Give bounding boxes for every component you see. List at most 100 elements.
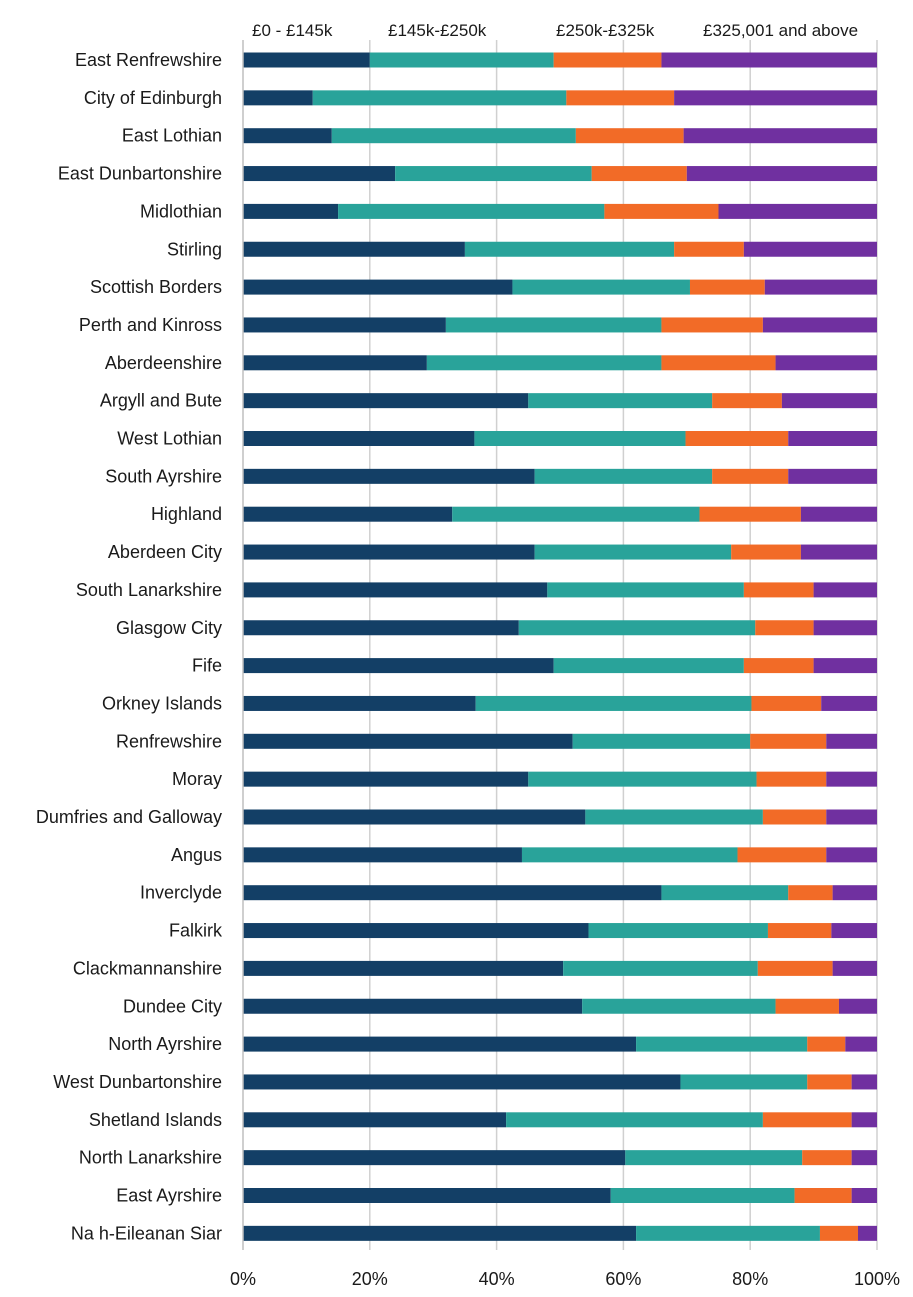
bar-segment (243, 1225, 637, 1241)
category-label: Glasgow City (116, 618, 222, 638)
category-label: Highland (151, 504, 222, 524)
bar-segment (243, 90, 313, 106)
bar-segment (661, 52, 877, 68)
bar-segment (566, 90, 675, 106)
category-label: South Lanarkshire (76, 580, 222, 600)
bar-segment (800, 544, 877, 560)
bar-segment (788, 468, 877, 484)
bar-segment (831, 923, 877, 939)
bars (243, 52, 877, 1241)
x-tick-label: 20% (352, 1269, 388, 1289)
bar-segment (312, 90, 567, 106)
bar-segment (813, 582, 877, 598)
bar-segment (802, 1150, 852, 1166)
bar-segment (243, 1074, 681, 1090)
category-label: Perth and Kinross (79, 315, 222, 335)
bar-segment (243, 809, 586, 825)
bar-segment (518, 620, 756, 636)
bar-segment (445, 317, 662, 333)
bar-segment (636, 1225, 820, 1241)
bar-segment (807, 1074, 852, 1090)
x-tick-labels: 0% 20% 40% 60% 80% 100% (230, 1269, 900, 1289)
category-label: City of Edinburgh (84, 88, 222, 108)
category-label: East Dunbartonshire (58, 164, 222, 184)
category-label: Fife (192, 656, 222, 676)
bar-segment (521, 847, 738, 863)
bar-segment (743, 241, 877, 257)
category-label: East Ayrshire (116, 1186, 222, 1206)
bar-segment (661, 317, 763, 333)
category-label: Dumfries and Galloway (36, 807, 222, 827)
bar-segment (794, 1188, 852, 1203)
bar-segment (712, 393, 782, 409)
bar-segment (832, 885, 877, 901)
bar-segment (331, 128, 576, 144)
bar-segment (685, 431, 789, 446)
bar-segment (743, 582, 814, 598)
bar-segment (800, 506, 877, 522)
bar-segment (686, 166, 877, 182)
bar-segment (243, 960, 564, 976)
bar-segment (243, 733, 573, 749)
bar-segment (807, 1036, 846, 1052)
bar-segment (689, 279, 765, 295)
bar-segment (547, 582, 744, 598)
bar-segment (243, 506, 453, 522)
bar-segment (243, 52, 370, 68)
bar-segment (756, 771, 827, 787)
bar-segment (819, 1225, 858, 1241)
bar-segment (838, 998, 877, 1014)
bar-segment (718, 203, 877, 219)
bar-segment (699, 506, 801, 522)
bar-segment (826, 733, 877, 749)
bar-segment (851, 1112, 877, 1128)
bar-segment (826, 771, 877, 787)
bar-segment (851, 1074, 877, 1090)
bar-segment (528, 393, 713, 409)
bar-segment (426, 355, 662, 371)
category-label: Dundee City (123, 996, 222, 1016)
bar-segment (813, 620, 877, 636)
bar-segment (832, 960, 877, 976)
x-tick-label: 80% (732, 1269, 768, 1289)
bar-segment (512, 279, 690, 295)
bar-segment (610, 1188, 795, 1203)
bar-segment (737, 847, 827, 863)
category-label: Clackmannanshire (73, 958, 222, 978)
category-label: North Lanarkshire (79, 1148, 222, 1168)
bar-segment (572, 733, 751, 749)
bar-segment (764, 279, 877, 295)
legend: £0 - £145k £145k-£250k £250k-£325k £325,001… (252, 21, 858, 40)
legend-entry: £0 - £145k (252, 21, 333, 40)
category-label: Falkirk (169, 921, 223, 941)
bar-segment (731, 544, 801, 560)
bar-segment (243, 771, 529, 787)
bar-segment (767, 923, 832, 939)
category-labels: East Renfrewshire City of Edinburgh East L… (36, 50, 223, 1243)
bar-segment (661, 885, 789, 901)
bar-segment (475, 695, 752, 711)
bar-segment (464, 241, 675, 257)
bar-segment (243, 544, 535, 560)
bar-segment (338, 203, 605, 219)
bar-segment (674, 90, 877, 106)
bar-segment (243, 317, 446, 333)
bar-segment (857, 1225, 877, 1241)
bar-segment (788, 431, 877, 446)
category-label: Argyll and Bute (100, 391, 222, 411)
x-tick-label: 40% (479, 1269, 515, 1289)
category-label: West Dunbartonshire (53, 1072, 222, 1092)
bar-segment (851, 1188, 877, 1203)
category-label: West Lothian (117, 429, 222, 449)
bar-segment (826, 809, 877, 825)
bar-segment (680, 1074, 808, 1090)
category-label: Shetland Islands (89, 1110, 222, 1130)
legend-entry: £145k-£250k (388, 21, 487, 40)
gridlines (369, 40, 878, 1250)
category-label: Stirling (167, 239, 222, 259)
bar-segment (788, 885, 833, 901)
bar-segment (395, 166, 592, 182)
bar-segment (452, 506, 700, 522)
bar-segment (243, 1150, 626, 1166)
bar-segment (775, 998, 839, 1014)
